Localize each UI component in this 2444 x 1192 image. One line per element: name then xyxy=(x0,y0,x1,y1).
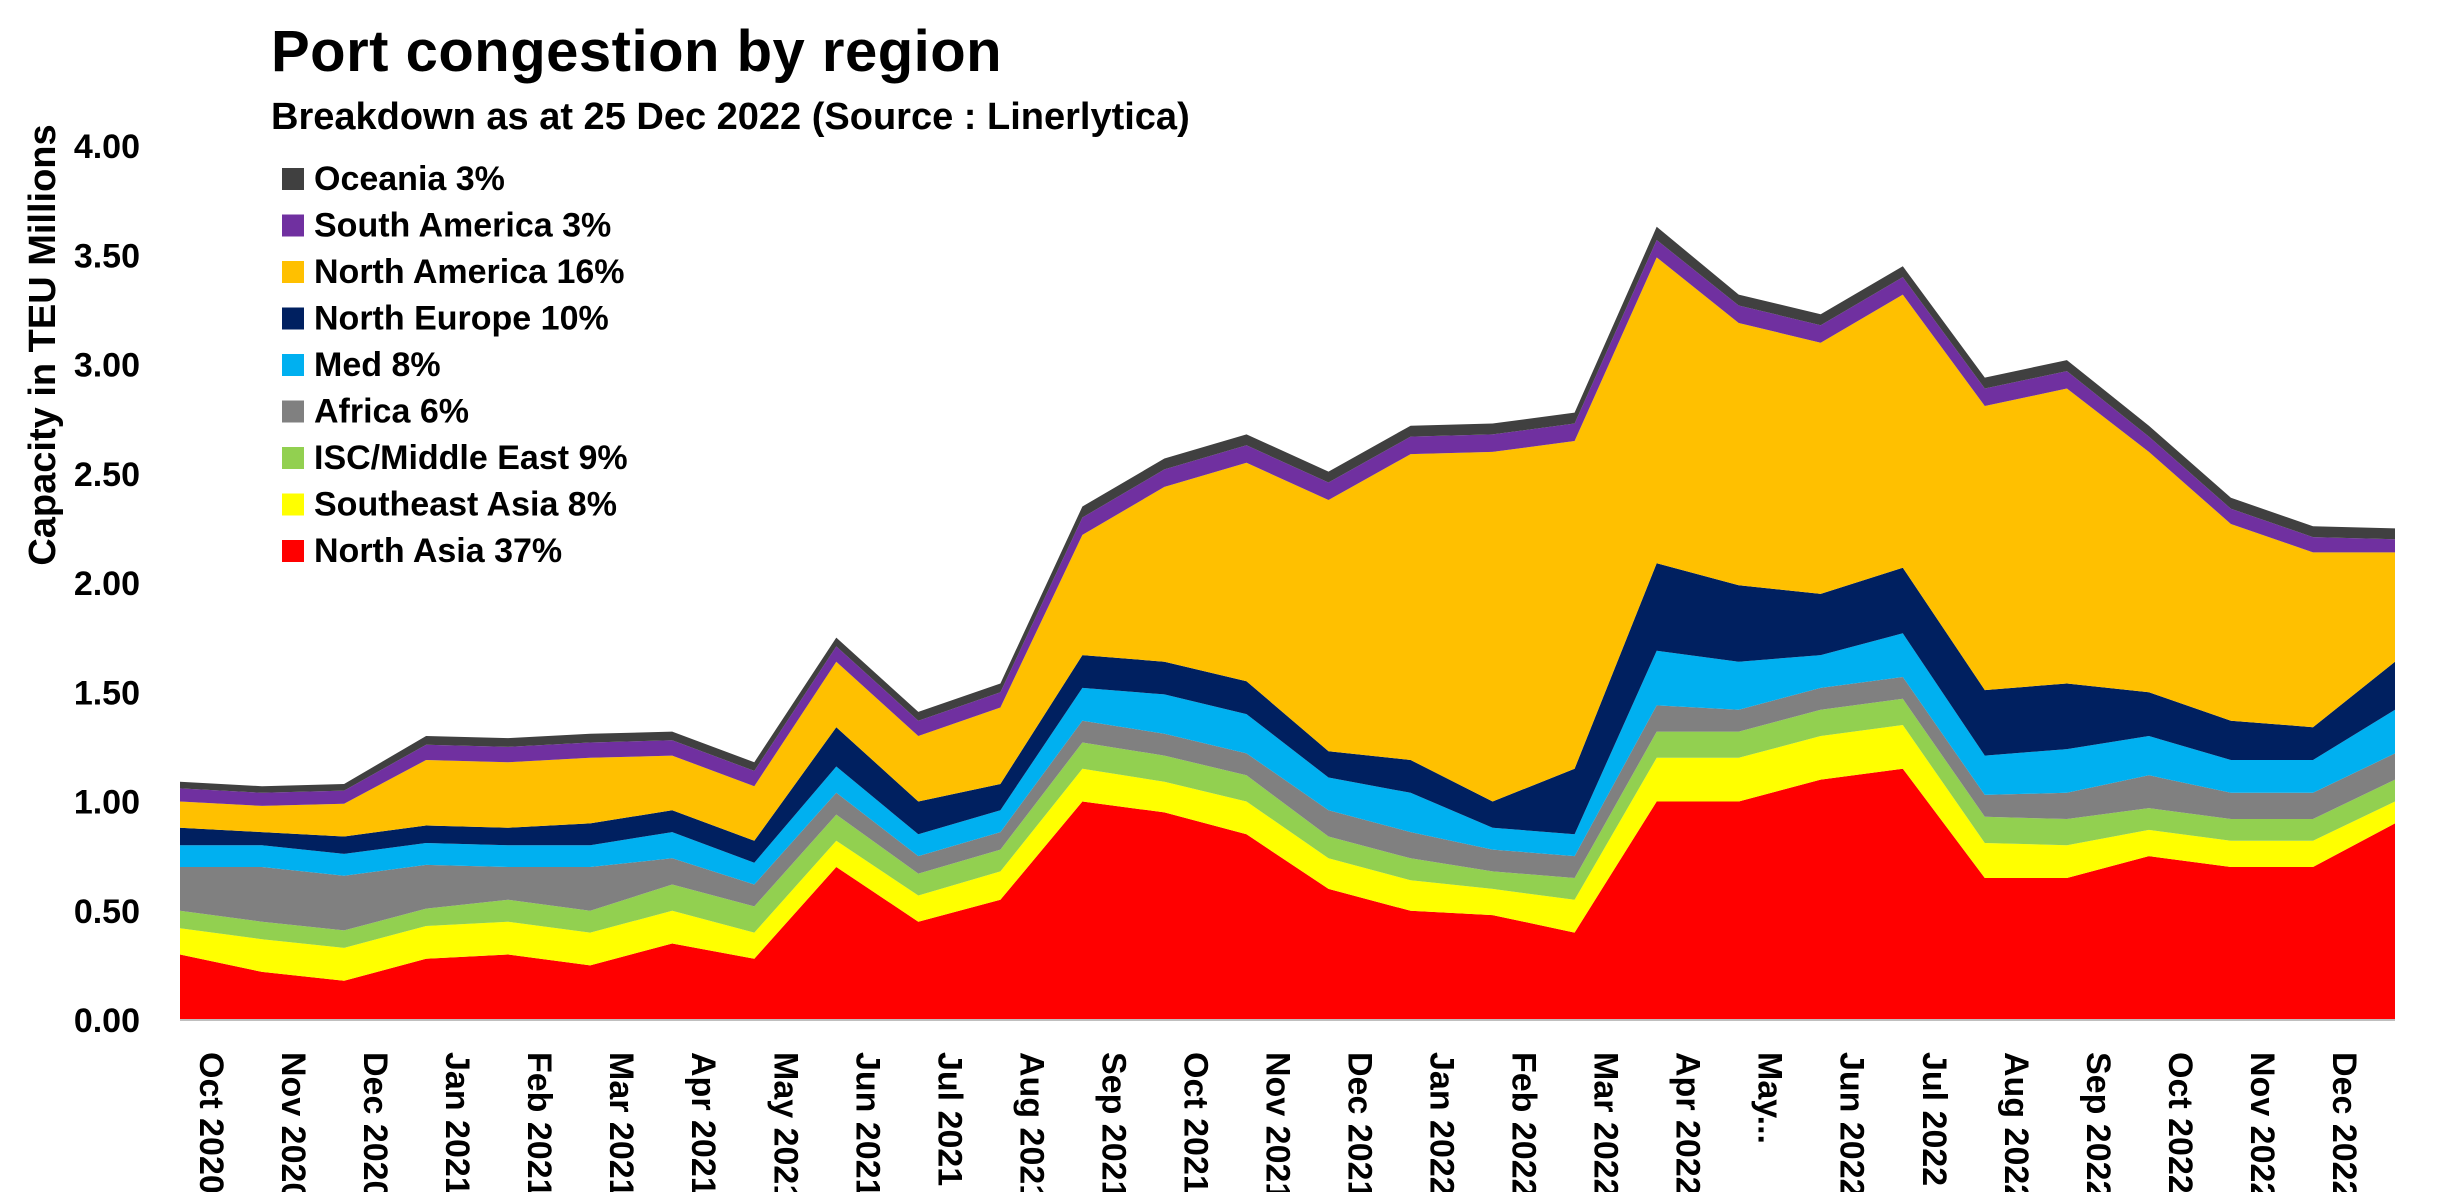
y-tick-label: 2.50 xyxy=(74,456,140,494)
legend-label: North Europe 10% xyxy=(314,300,609,338)
x-tick-label: May 2021 xyxy=(766,1052,804,1192)
x-tick-label: Aug 2021 xyxy=(1012,1052,1050,1192)
x-tick-label: Nov 2022 xyxy=(2243,1052,2281,1192)
y-tick-label: 0.50 xyxy=(74,893,140,931)
legend-swatch xyxy=(282,540,304,562)
x-tick-label: Mar 2021 xyxy=(602,1052,640,1192)
legend-swatch xyxy=(282,168,304,190)
area-iscmiddle-2 xyxy=(180,698,2395,948)
x-tick-label: Aug 2022 xyxy=(1997,1052,2035,1192)
legend-swatch xyxy=(282,354,304,376)
legend-label: Med 8% xyxy=(314,346,441,384)
x-tick-label: Jan 2022 xyxy=(1423,1052,1461,1192)
x-tick-label: Sep 2022 xyxy=(2079,1052,2117,1192)
y-tick-label: 0.00 xyxy=(74,1002,140,1040)
x-tick-label: Apr 2021 xyxy=(684,1052,722,1192)
area-north-6 xyxy=(180,257,2395,841)
x-tick-label: Oct 2022 xyxy=(2161,1052,2199,1192)
x-tick-label: Nov 2021 xyxy=(1259,1052,1297,1192)
x-tick-label: Mar 2022 xyxy=(1587,1052,1625,1192)
x-tick-label: Feb 2022 xyxy=(1505,1052,1543,1192)
y-tick-label: 3.00 xyxy=(74,347,140,385)
legend-label: Oceania 3% xyxy=(314,160,505,198)
x-tick-label: Jun 2021 xyxy=(848,1052,886,1192)
x-tick-label: Apr 2022 xyxy=(1669,1052,1707,1192)
x-tick-label: Dec 2022 xyxy=(2325,1052,2363,1192)
legend-swatch xyxy=(282,307,304,330)
axes: 0.00 0.50 1.00 1.50 2.00 2.50 3.00 3.50 4.00 Oct … xyxy=(74,128,2395,1192)
legend-label: ISC/Middle East 9% xyxy=(314,439,628,477)
legend: Oceania 3% South America 3% North America … xyxy=(282,160,628,570)
legend-label: North America 16% xyxy=(314,253,625,291)
chart-subtitle: Breakdown as at 25 Dec 2022 (Source : Li… xyxy=(271,96,1190,138)
legend-label: Southeast Asia 8% xyxy=(314,486,617,524)
x-tick-label: Sep 2021 xyxy=(1094,1052,1132,1192)
area-north-0 xyxy=(180,768,2395,1020)
area-med-4 xyxy=(180,633,2395,885)
y-tick-label: 1.00 xyxy=(74,784,140,822)
x-tick-label: Oct 2020 xyxy=(192,1052,230,1192)
area-north-5 xyxy=(180,563,2395,863)
x-tick-label: Jul 2022 xyxy=(1915,1052,1953,1186)
x-tick-label: Jan 2021 xyxy=(438,1052,476,1192)
legend-label: South America 3% xyxy=(314,207,611,245)
y-axis-title: Capacity in TEU Millions xyxy=(22,124,64,565)
x-tick-label: Jul 2021 xyxy=(930,1052,968,1186)
legend-swatch xyxy=(282,493,304,516)
x-tick-label: May... xyxy=(1751,1052,1789,1144)
x-tick-label: Dec 2020 xyxy=(356,1052,394,1192)
y-tick-label: 2.00 xyxy=(74,565,140,603)
chart-title: Port congestion by region xyxy=(271,19,1003,84)
x-tick-label: Jun 2022 xyxy=(1833,1052,1871,1192)
y-tick-label: 3.50 xyxy=(74,237,140,275)
x-tick-label: Oct 2021 xyxy=(1176,1052,1214,1192)
area-layers xyxy=(180,226,2395,1020)
legend-swatch xyxy=(282,447,304,469)
area-southeast-1 xyxy=(180,725,2395,981)
legend-swatch xyxy=(282,261,304,283)
legend-label: North Asia 37% xyxy=(314,532,562,570)
legend-label: Africa 6% xyxy=(314,393,469,431)
legend-swatch xyxy=(282,214,304,237)
x-tick-label: Dec 2021 xyxy=(1341,1052,1379,1192)
y-tick-label: 1.50 xyxy=(74,674,140,712)
legend-swatch xyxy=(282,400,304,423)
area-africa-3 xyxy=(180,677,2395,931)
x-tick-label: Nov 2020 xyxy=(274,1052,312,1192)
x-tick-label: Feb 2021 xyxy=(520,1052,558,1192)
y-tick-label: 4.00 xyxy=(74,128,140,166)
